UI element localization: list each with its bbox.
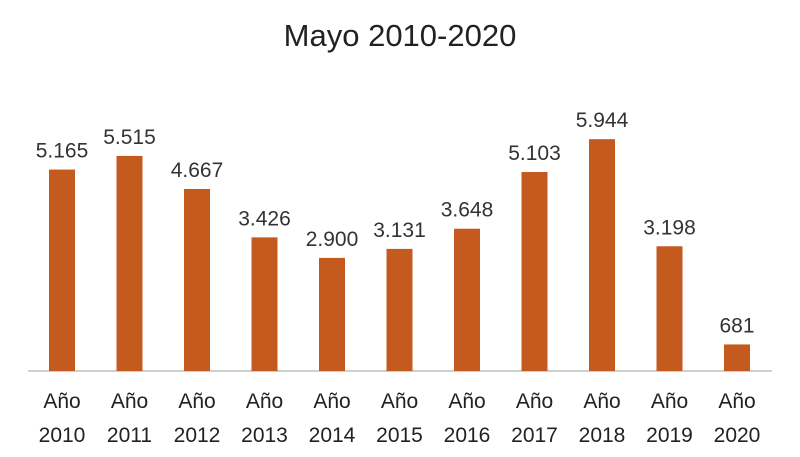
data-label-2014: 2.900 — [306, 228, 359, 251]
x-tick-label-line1: Año — [111, 390, 148, 413]
data-label-2010: 5.165 — [36, 140, 89, 163]
data-label-2011: 5.515 — [103, 126, 156, 149]
data-label-2015: 3.131 — [373, 219, 426, 242]
x-tick-label-line2: 2013 — [241, 424, 288, 447]
bar-2020 — [724, 344, 750, 371]
x-tick-label-line2: 2017 — [511, 424, 558, 447]
x-tick-label-line2: 2020 — [714, 424, 761, 447]
bar-2013 — [251, 237, 278, 371]
bar-2011 — [116, 155, 143, 371]
bar-2015 — [386, 248, 413, 371]
x-tick-label-line1: Año — [43, 390, 80, 413]
bar-2019 — [656, 246, 683, 371]
data-label-2012: 4.667 — [171, 159, 224, 182]
x-tick-label-line2: 2016 — [444, 424, 491, 447]
x-tick-label-line1: Año — [448, 390, 485, 413]
chart-title: Mayo 2010-2020 — [283, 18, 517, 53]
x-tick-label-line1: Año — [178, 390, 215, 413]
data-label-2017: 5.103 — [508, 142, 561, 165]
data-label-2020: 681 — [719, 314, 754, 337]
bar-2018 — [589, 139, 615, 371]
x-tick-label-line1: Año — [516, 390, 553, 413]
x-tick-label-line1: Año — [718, 390, 755, 413]
x-tick-label-line2: 2010 — [39, 424, 86, 447]
bar-2014 — [319, 257, 345, 371]
data-label-2018: 5.944 — [576, 109, 629, 132]
bar-2010 — [49, 169, 75, 371]
bar-2017 — [521, 171, 548, 371]
x-tick-label-line2: 2018 — [579, 424, 626, 447]
x-tick-label-line1: Año — [583, 390, 620, 413]
bar-2016 — [454, 228, 480, 371]
data-label-2013: 3.426 — [238, 207, 291, 230]
x-tick-label-line2: 2011 — [107, 424, 152, 447]
x-tick-label-line1: Año — [381, 390, 418, 413]
x-tick-label-line2: 2014 — [309, 424, 356, 447]
x-tick-label-line1: Año — [246, 390, 283, 413]
x-tick-label-line2: 2019 — [646, 424, 693, 447]
x-tick-label-line1: Año — [651, 390, 688, 413]
data-label-2016: 3.648 — [441, 199, 494, 222]
x-tick-label-line2: 2015 — [376, 424, 423, 447]
x-tick-label-line2: 2012 — [174, 424, 221, 447]
data-label-2019: 3.198 — [643, 216, 696, 239]
x-tick-label-line1: Año — [313, 390, 350, 413]
bar-2012 — [184, 188, 210, 371]
